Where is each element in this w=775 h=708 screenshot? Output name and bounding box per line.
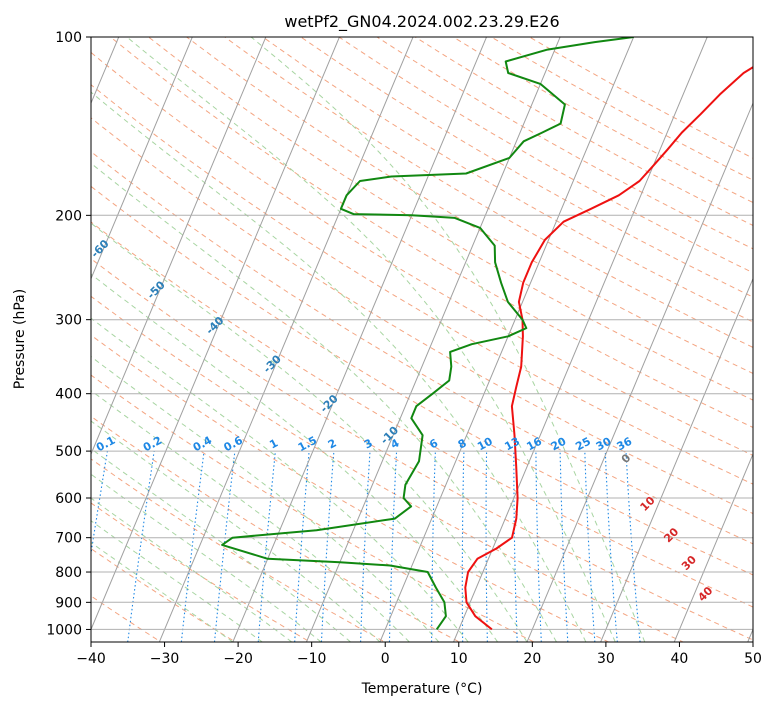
mixing-ratio-label: 10: [475, 435, 495, 454]
x-axis-title: Temperature (°C): [361, 681, 483, 697]
plot-frame: [90, 36, 754, 643]
mixing-ratio-label: 25: [573, 435, 593, 454]
isotherm-line: [600, 277, 753, 642]
mixing-ratio-label: 16: [524, 435, 544, 454]
mixing-ratio-label: 20: [549, 435, 569, 454]
pressure-gridlines: [91, 37, 753, 630]
mixing-ratio-label: 30: [594, 435, 614, 454]
dry-adiabat: [91, 415, 461, 642]
dry-adiabat: [91, 548, 237, 642]
moist-adiabat: [91, 541, 234, 642]
isotherm-line: [232, 37, 488, 642]
isotherm-line: [305, 37, 561, 642]
isotherm-line: [526, 101, 753, 642]
x-tick-label: 40: [671, 651, 689, 667]
y-tick-label: 1000: [46, 622, 82, 638]
dewpoint-profile: [221, 37, 634, 630]
moist-adiabat: [91, 473, 322, 642]
x-tick-label: 50: [744, 651, 762, 667]
y-tick-label: 200: [55, 208, 82, 224]
dry-adiabat: [223, 37, 753, 348]
x-tick-label: −30: [150, 651, 180, 667]
y-tick-label: 500: [55, 444, 82, 460]
x-tick-label: −10: [297, 651, 327, 667]
moist-adiabat: [91, 162, 557, 642]
isotherm-line: [379, 37, 635, 642]
moist-adiabat: [250, 37, 646, 642]
chart-title: wetPf2_GN04.2024.002.23.29.E26: [284, 12, 559, 32]
isotherm-line: [673, 452, 753, 642]
isotherm-line: [158, 37, 414, 642]
moist-adiabat: [91, 520, 263, 642]
y-tick-label: 700: [55, 531, 82, 547]
x-tick-label: 20: [523, 651, 541, 667]
mixing-ratio-label: 36: [615, 435, 635, 454]
y-axis-title: Pressure (hPa): [12, 289, 28, 389]
isotherm-line: [91, 37, 193, 280]
x-tick-label: −20: [223, 651, 253, 667]
dry-adiabat: [91, 84, 753, 485]
dry-adiabat: [91, 258, 753, 641]
isotherm-line: [91, 37, 267, 456]
moist-adiabat: [91, 91, 587, 642]
moist-adiabat: [91, 420, 381, 642]
profile-series: [221, 37, 753, 631]
y-tick-label: 100: [55, 30, 82, 46]
dry-adiabat: [147, 37, 753, 401]
y-tick-label: 800: [55, 565, 82, 581]
moist-adiabat: [91, 222, 528, 642]
moist-adiabat: [91, 448, 351, 642]
dry-adiabat: [261, 37, 753, 323]
x-tick-label: 30: [597, 651, 615, 667]
dry-adiabat: [91, 150, 753, 545]
x-tick-label: −40: [76, 651, 106, 667]
dry-adiabat: [91, 221, 753, 608]
moist-adiabat: [126, 37, 616, 642]
mixing-ratio-label: 13: [502, 435, 522, 454]
x-tick-label: 10: [450, 651, 468, 667]
moist-adiabat: [91, 355, 440, 642]
dry-adiabat: [91, 458, 386, 642]
y-tick-label: 400: [55, 387, 82, 403]
dry-adiabat: [91, 374, 535, 642]
x-tick-label: 0: [381, 651, 390, 667]
moist-adiabat: [91, 317, 469, 642]
y-tick-label: 300: [55, 313, 82, 329]
dry-adiabat: [109, 37, 753, 428]
isotherm-line: [91, 37, 340, 631]
dry-adiabat: [91, 295, 685, 642]
y-tick-label: 900: [55, 595, 82, 611]
y-tick-label: 600: [55, 491, 82, 507]
dry-adiabat: [91, 502, 312, 642]
axes: −40 −30 −20 −10 0 10 20 30 40 50 1000 900 800 700 600 5…: [46, 30, 762, 667]
isotherm-line: [452, 37, 708, 642]
